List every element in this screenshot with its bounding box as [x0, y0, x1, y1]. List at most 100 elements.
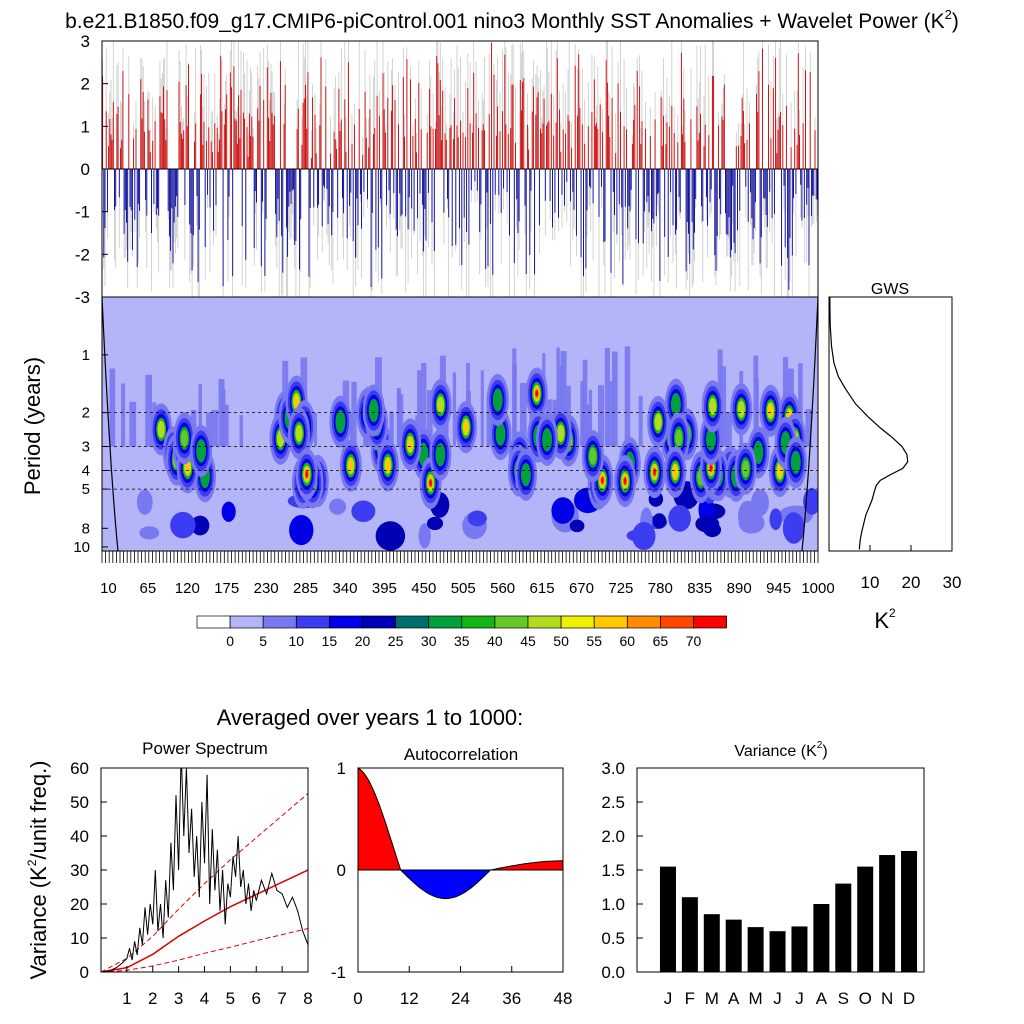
- wavelet-plume: [121, 383, 126, 447]
- wavelet-plume: [588, 389, 593, 447]
- wavelet-power-blob: [492, 388, 503, 412]
- power-spectrum-ticks: 1 2 3 4 5 6 7 8 0 10 20 30 40 50 60: [70, 759, 313, 1008]
- wavelet-plume: [314, 412, 318, 447]
- gws-xlabel: K2: [874, 606, 896, 633]
- colorbar-swatch: [527, 615, 562, 629]
- wavelet-power-blob: [542, 428, 553, 452]
- wavelet-plume: [389, 411, 394, 447]
- wavelet-xtick-label: 505: [451, 580, 476, 597]
- wavelet-xtick-label: 175: [214, 580, 239, 597]
- ac-xtick-label: 36: [502, 989, 521, 1008]
- variance-bar: [791, 926, 808, 972]
- wavelet-long-period-patch: [221, 501, 236, 522]
- wavelet-power-blob: [741, 460, 750, 478]
- variance-xtick-label: O: [859, 989, 872, 1008]
- wavelet-yticks: 1 2 3 4 5 8 10: [73, 347, 108, 556]
- gws-xtick-label: 30: [943, 573, 962, 592]
- variance-xtick-label: F: [685, 989, 695, 1008]
- power-spectrum-title: Power Spectrum: [142, 739, 268, 758]
- colorbar-swatch: [660, 615, 694, 629]
- colorbar-label: 60: [620, 633, 636, 649]
- variance-bar: [747, 927, 764, 972]
- gws-xticks: 10 20 30: [861, 545, 962, 592]
- colorbar-label: 20: [355, 633, 371, 649]
- averaged-label: Averaged over years 1 to 1000:: [217, 705, 524, 730]
- variance-ytick-label: 3.0: [601, 759, 625, 778]
- wavelet-plume: [798, 363, 803, 447]
- wavelet-power-blob: [790, 450, 801, 475]
- wavelet-xtick-label: 615: [530, 580, 555, 597]
- wavelet-plume: [638, 395, 643, 447]
- anomaly-positive-bar: [102, 42, 816, 169]
- colorbar-label: 35: [454, 633, 470, 649]
- ps-ytick-label: 0: [80, 963, 89, 982]
- wavelet-xtick-label: 395: [372, 580, 397, 597]
- colorbar-label: 25: [388, 633, 404, 649]
- ac-xtick-label: 48: [554, 989, 573, 1008]
- wavelet-power-blob: [295, 424, 303, 442]
- autocorrelation-negative-fill: [399, 869, 492, 900]
- anomaly-bars: [102, 42, 818, 290]
- wavelet-power-blob: [495, 422, 506, 446]
- power-spectrum-frame: [100, 767, 309, 973]
- wavelet-plume: [145, 374, 153, 447]
- wavelet-power-blob: [368, 398, 379, 423]
- wavelet-plume: [109, 368, 116, 447]
- variance-ytick-label: 0.5: [601, 929, 625, 948]
- variance-ytick-label: 0.0: [601, 963, 625, 982]
- gws-frame: [828, 296, 953, 552]
- colorbar-swatch: [229, 615, 264, 629]
- colorbar-swatch: [329, 615, 363, 629]
- wavelet-xtick-label: 945: [766, 580, 791, 597]
- gws-xtick-label: 20: [902, 573, 921, 592]
- wavelet-ytick-label: 8: [82, 520, 90, 537]
- anomaly-ytick-label: -2: [75, 245, 90, 264]
- anomaly-yticks: 3 2 1 0 -1 -2 -3: [75, 32, 108, 307]
- ps-ytick-label: 40: [70, 827, 89, 846]
- autocorrelation-title: Autocorrelation: [404, 745, 518, 764]
- wavelet-power-blob: [654, 413, 662, 431]
- variance-xtick-label: N: [881, 989, 893, 1008]
- wavelet-long-period-patch: [668, 504, 691, 532]
- colorbar-swatch: [693, 615, 727, 629]
- wavelet-plume: [556, 347, 560, 447]
- colorbar-swatch: [494, 615, 529, 629]
- variance-ytick-label: 1.5: [601, 861, 625, 880]
- colorbar-label: 55: [586, 633, 602, 649]
- wavelet-long-period-patch: [569, 519, 585, 533]
- wavelet-power-blob: [305, 471, 308, 478]
- wavelet-power-blob: [407, 438, 413, 451]
- wavelet-power-blobs: [109, 346, 818, 551]
- autocorrelation-ticks: 0 12 24 36 48 1 0 -1: [331, 759, 573, 1008]
- wavelet-panel: 1 2 3 4 5 8 10 10 65 120 175 230 285 340 395 450 505 560…: [20, 296, 835, 597]
- variance-bar: [857, 866, 874, 972]
- wavelet-plume: [558, 366, 565, 447]
- wavelet-plume: [421, 362, 427, 447]
- wavelet-xtick-label: 890: [727, 580, 752, 597]
- colorbar-swatch: [295, 615, 330, 629]
- colorbar-swatch: [395, 615, 430, 629]
- variance-ytick-label: 1.0: [601, 895, 625, 914]
- wavelet-long-period-patch: [190, 515, 210, 536]
- wavelet-power-blob: [705, 427, 716, 451]
- wavelet-plume: [724, 412, 732, 447]
- wavelet-long-period-patch: [782, 512, 805, 544]
- colorbar-label: 50: [553, 633, 569, 649]
- ps-ytick-label: 10: [70, 929, 89, 948]
- wavelet-plume: [512, 348, 517, 447]
- wavelet-xtick-label: 835: [687, 580, 712, 597]
- colorbar-label: 15: [322, 633, 338, 649]
- variance-xtick-label: J: [795, 989, 804, 1008]
- wavelet-power-blob: [670, 392, 681, 417]
- variance-bar: [901, 850, 918, 972]
- anomaly-negative-bar: [103, 169, 818, 290]
- anomaly-ytick-label: 2: [81, 75, 90, 94]
- wavelet-xtick-label: 120: [175, 580, 200, 597]
- variance-bar: [813, 904, 830, 972]
- variance-title: Variance (K2): [734, 740, 827, 760]
- variance-ytick-label: 2.0: [601, 827, 625, 846]
- autocorrelation-panel: Autocorrelation 0 12 24 36 48 1 0 -1: [331, 745, 573, 1008]
- variance-bar: [681, 897, 698, 972]
- upper-confidence-curve: [101, 793, 308, 972]
- wavelet-xticks: 10 65 120 175 230 285 340 395 450 505 560 615 670 725…: [100, 580, 835, 597]
